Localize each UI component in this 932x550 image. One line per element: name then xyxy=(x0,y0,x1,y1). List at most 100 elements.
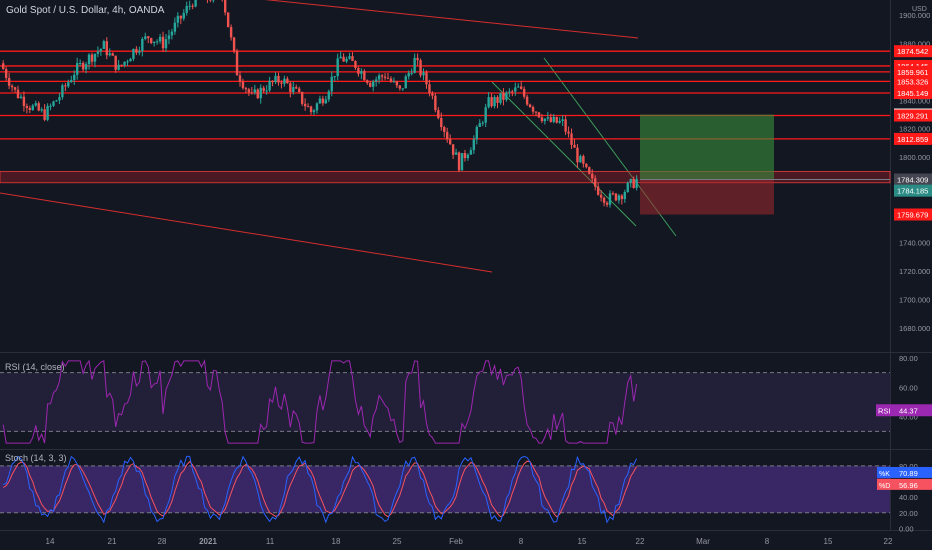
candle xyxy=(173,22,177,32)
candle xyxy=(594,178,597,187)
candle xyxy=(158,36,162,42)
candle xyxy=(129,58,132,62)
candle xyxy=(330,76,333,92)
candle xyxy=(608,193,612,205)
price-label: 1874.542 xyxy=(897,47,928,56)
candle xyxy=(241,81,245,89)
price-label-bg xyxy=(894,208,932,221)
stoch-d-value: 56.96 xyxy=(899,481,918,490)
x-tick-label: 21 xyxy=(108,537,117,546)
candle xyxy=(99,48,103,52)
y-tick-label: 1900.000 xyxy=(899,11,930,20)
candle xyxy=(466,154,470,159)
candle xyxy=(623,191,626,200)
candle xyxy=(108,53,111,56)
candle xyxy=(46,105,49,120)
candle xyxy=(469,150,473,155)
candle xyxy=(76,63,79,75)
stoch-k-tag-bg xyxy=(877,466,894,478)
candle xyxy=(321,98,325,104)
candle xyxy=(611,193,615,195)
rsi-tick-label: 60.00 xyxy=(899,383,918,392)
candle xyxy=(253,89,256,93)
candle xyxy=(484,107,487,123)
candle xyxy=(126,61,129,63)
candle xyxy=(511,91,514,93)
candle xyxy=(295,87,298,89)
candle xyxy=(588,167,591,174)
candle xyxy=(451,144,455,155)
price-label-bg xyxy=(894,184,932,197)
candle xyxy=(549,117,552,122)
candle xyxy=(262,87,265,92)
candle xyxy=(7,77,11,86)
candle xyxy=(605,202,609,205)
supply-zone xyxy=(0,170,891,184)
candle xyxy=(475,126,478,140)
candle xyxy=(377,75,381,80)
candle xyxy=(141,38,144,52)
candle xyxy=(271,80,274,83)
price-label-bg xyxy=(894,173,932,186)
candle xyxy=(90,54,94,62)
candle xyxy=(96,51,100,54)
candle xyxy=(564,119,567,132)
candle xyxy=(102,41,106,49)
stoch-d-line xyxy=(2,460,638,518)
rsi-tag-bg xyxy=(876,404,894,417)
candle xyxy=(602,197,606,203)
candle xyxy=(431,93,434,96)
candle xyxy=(446,131,449,140)
x-tick-label: 25 xyxy=(393,537,402,546)
candle xyxy=(120,64,123,66)
candle xyxy=(460,153,464,171)
candle xyxy=(582,156,585,164)
candle xyxy=(502,92,505,100)
y-tick-label: 1740.000 xyxy=(899,238,930,247)
stoch-tick-label: 80.00 xyxy=(899,462,918,471)
rsi-line xyxy=(2,359,638,444)
candle xyxy=(546,117,550,119)
x-tick-label: 28 xyxy=(158,537,167,546)
candle xyxy=(395,81,399,86)
candle xyxy=(93,53,97,62)
candle xyxy=(354,60,357,69)
candle xyxy=(389,78,393,82)
candle xyxy=(117,64,120,70)
x-tick-label: 8 xyxy=(765,537,770,546)
candle xyxy=(229,27,233,38)
candle xyxy=(247,89,251,93)
rsi-value-bg xyxy=(894,404,932,417)
candle xyxy=(49,105,52,107)
candle xyxy=(440,118,443,128)
stoch-tick-label: 40.00 xyxy=(899,493,918,502)
price-label: 1759.679 xyxy=(897,211,928,220)
rsi-tick-label: 80.00 xyxy=(899,354,918,363)
candle xyxy=(105,41,108,56)
y-tick-label: 1800.000 xyxy=(899,153,930,162)
x-tick-label: 15 xyxy=(824,537,833,546)
price-label: 1859.961 xyxy=(897,68,928,77)
y-tick-label: 1720.000 xyxy=(899,267,930,276)
candle xyxy=(2,63,5,70)
x-tick-label: Mar xyxy=(696,537,710,546)
candle xyxy=(472,139,476,151)
candle xyxy=(626,182,629,192)
candle xyxy=(58,97,61,101)
candle xyxy=(567,131,570,134)
candle xyxy=(614,193,618,201)
candle xyxy=(170,31,174,36)
candle xyxy=(573,144,576,148)
candle xyxy=(635,178,638,189)
candle xyxy=(286,78,289,84)
candle xyxy=(508,91,511,93)
candle xyxy=(561,119,564,122)
candle xyxy=(505,92,508,100)
candle xyxy=(576,147,579,163)
candle xyxy=(531,106,535,112)
price-label: 1829.291 xyxy=(897,112,928,121)
candle xyxy=(61,85,64,98)
position-stop-zone xyxy=(640,179,774,215)
candle xyxy=(585,163,588,168)
